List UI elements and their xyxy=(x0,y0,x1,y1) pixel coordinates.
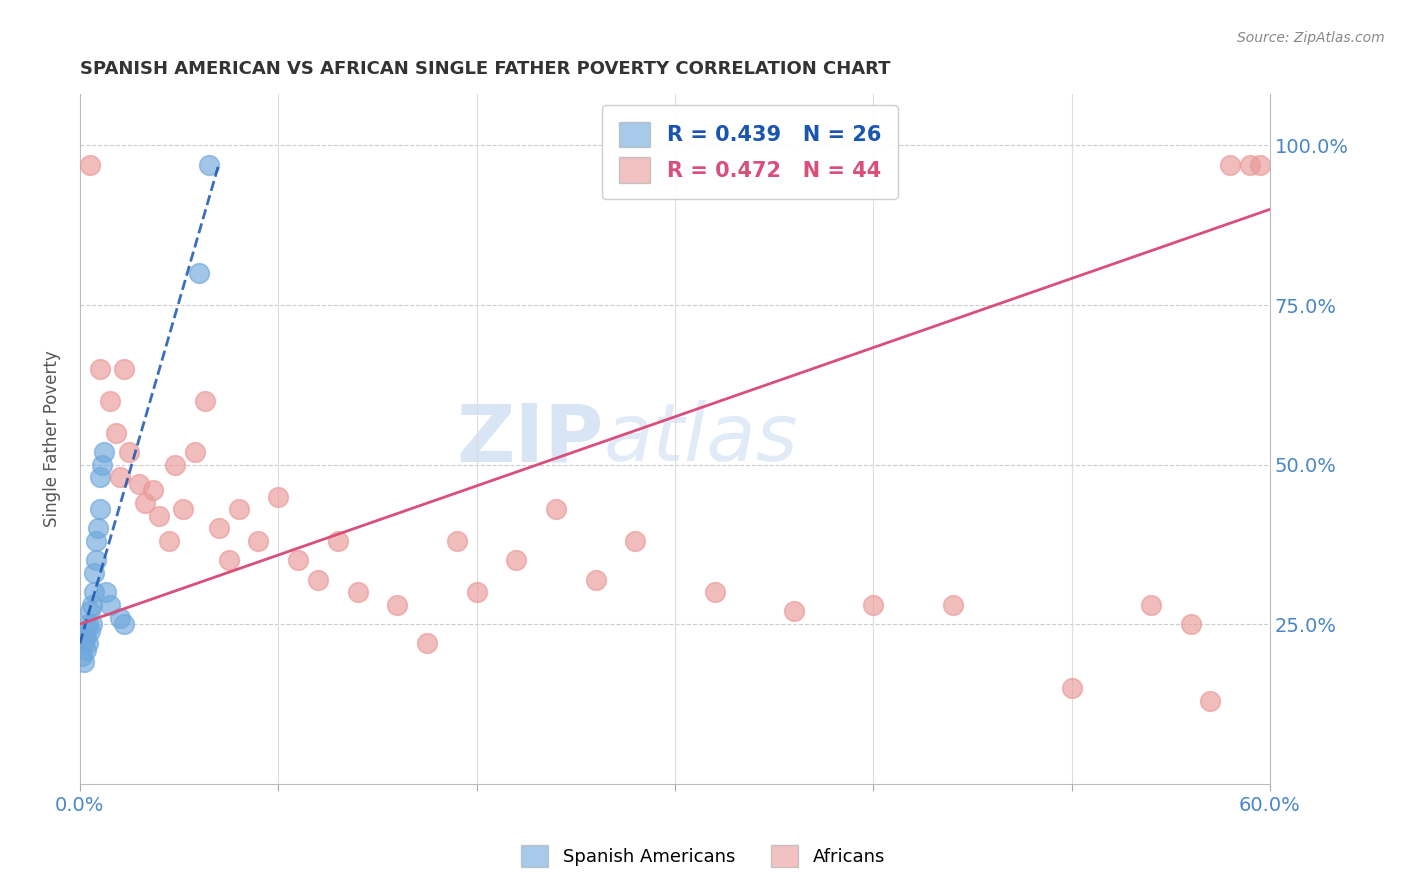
Point xyxy=(228,502,250,516)
Point xyxy=(118,445,141,459)
Point xyxy=(84,553,107,567)
Point xyxy=(465,585,488,599)
Point xyxy=(1199,694,1222,708)
Point xyxy=(307,573,329,587)
Point xyxy=(267,490,290,504)
Point xyxy=(585,573,607,587)
Point xyxy=(1060,681,1083,695)
Point xyxy=(287,553,309,567)
Point xyxy=(184,445,207,459)
Point xyxy=(83,566,105,581)
Legend: Spanish Americans, Africans: Spanish Americans, Africans xyxy=(513,838,893,874)
Text: Source: ZipAtlas.com: Source: ZipAtlas.com xyxy=(1237,31,1385,45)
Point xyxy=(79,604,101,618)
Point xyxy=(108,470,131,484)
Point xyxy=(446,534,468,549)
Point xyxy=(148,508,170,523)
Point xyxy=(218,553,240,567)
Point xyxy=(80,598,103,612)
Point xyxy=(76,636,98,650)
Point xyxy=(624,534,647,549)
Point xyxy=(194,393,217,408)
Point xyxy=(93,445,115,459)
Point xyxy=(142,483,165,498)
Point xyxy=(104,425,127,440)
Point xyxy=(387,598,409,612)
Point xyxy=(157,534,180,549)
Point xyxy=(80,617,103,632)
Point xyxy=(1140,598,1163,612)
Point xyxy=(112,362,135,376)
Point xyxy=(198,158,221,172)
Point xyxy=(87,521,110,535)
Point xyxy=(544,502,567,516)
Text: atlas: atlas xyxy=(603,401,799,478)
Point xyxy=(70,649,93,664)
Y-axis label: Single Father Poverty: Single Father Poverty xyxy=(44,351,60,527)
Point xyxy=(83,585,105,599)
Point xyxy=(208,521,231,535)
Point xyxy=(783,604,806,618)
Point xyxy=(73,656,96,670)
Text: SPANISH AMERICAN VS AFRICAN SINGLE FATHER POVERTY CORRELATION CHART: SPANISH AMERICAN VS AFRICAN SINGLE FATHE… xyxy=(80,60,890,78)
Point xyxy=(76,617,98,632)
Point xyxy=(505,553,527,567)
Text: ZIP: ZIP xyxy=(457,401,603,478)
Point xyxy=(79,158,101,172)
Point xyxy=(89,502,111,516)
Point xyxy=(247,534,270,549)
Point xyxy=(89,362,111,376)
Point xyxy=(84,534,107,549)
Point xyxy=(79,624,101,638)
Point xyxy=(89,470,111,484)
Point xyxy=(90,458,112,472)
Point xyxy=(108,611,131,625)
Point xyxy=(942,598,965,612)
Point xyxy=(75,630,97,644)
Point xyxy=(98,598,121,612)
Point xyxy=(75,642,97,657)
Point xyxy=(1239,158,1261,172)
Point xyxy=(112,617,135,632)
Legend: R = 0.439   N = 26, R = 0.472   N = 44: R = 0.439 N = 26, R = 0.472 N = 44 xyxy=(602,105,897,200)
Point xyxy=(94,585,117,599)
Point xyxy=(862,598,884,612)
Point xyxy=(134,496,156,510)
Point xyxy=(1249,158,1271,172)
Point xyxy=(73,636,96,650)
Point xyxy=(98,393,121,408)
Point xyxy=(128,476,150,491)
Point xyxy=(1219,158,1241,172)
Point xyxy=(416,636,439,650)
Point xyxy=(165,458,187,472)
Point xyxy=(187,266,209,280)
Point xyxy=(346,585,368,599)
Point xyxy=(703,585,725,599)
Point xyxy=(172,502,194,516)
Point xyxy=(326,534,349,549)
Point xyxy=(1180,617,1202,632)
